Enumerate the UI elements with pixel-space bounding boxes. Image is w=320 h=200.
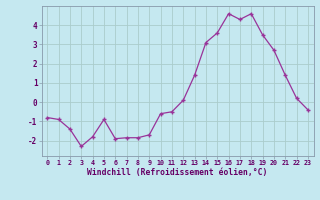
- X-axis label: Windchill (Refroidissement éolien,°C): Windchill (Refroidissement éolien,°C): [87, 168, 268, 177]
